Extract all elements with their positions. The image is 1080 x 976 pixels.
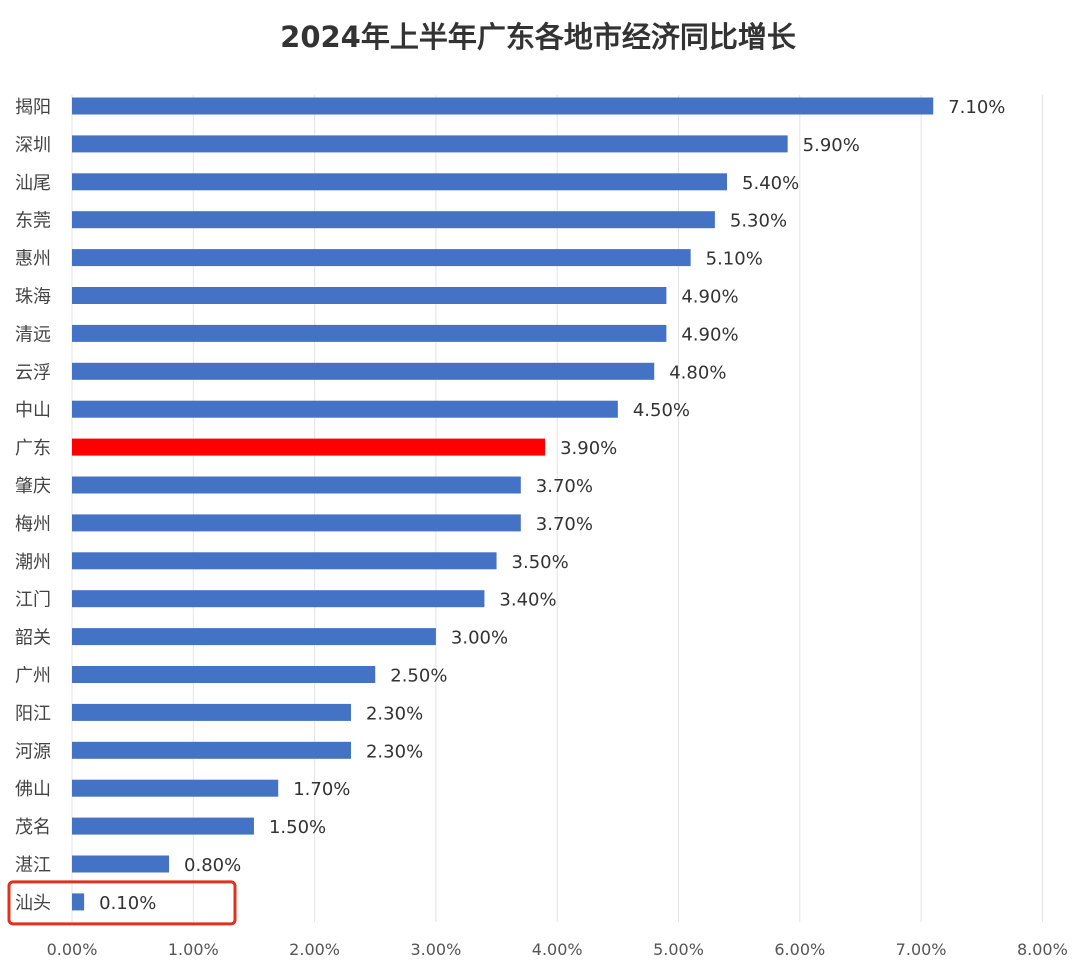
category-label: 云浮 bbox=[15, 362, 51, 383]
bars bbox=[72, 97, 934, 911]
category-label: 阳江 bbox=[15, 703, 51, 724]
data-label: 7.10% bbox=[948, 97, 1005, 118]
data-label: 1.50% bbox=[269, 817, 326, 838]
bar bbox=[72, 249, 691, 267]
data-label: 5.30% bbox=[730, 211, 787, 232]
category-label: 中山 bbox=[15, 400, 51, 421]
bar bbox=[72, 97, 934, 115]
data-label: 2.30% bbox=[366, 703, 423, 724]
category-label: 汕头 bbox=[15, 893, 51, 914]
category-label: 珠海 bbox=[15, 287, 51, 308]
x-tick-label: 1.00% bbox=[168, 940, 219, 959]
category-label: 惠州 bbox=[15, 249, 51, 270]
category-label: 潮州 bbox=[15, 552, 51, 573]
x-tick-label: 2.00% bbox=[289, 940, 340, 959]
category-label: 佛山 bbox=[15, 779, 51, 800]
data-labels: 7.10% 5.90%5.40% 5.30% 5.10% 4.90% 4.90% 4.80%… bbox=[99, 97, 1005, 914]
data-label: 3.00% bbox=[451, 628, 508, 649]
category-label: 汕尾 bbox=[15, 173, 51, 194]
x-tick-label: 4.00% bbox=[532, 940, 583, 959]
category-label: 湛江 bbox=[15, 855, 51, 876]
x-tick-label: 7.00% bbox=[896, 940, 947, 959]
bar bbox=[72, 855, 170, 873]
bar bbox=[72, 173, 728, 191]
data-label: 3.40% bbox=[499, 590, 556, 611]
bar bbox=[72, 893, 85, 911]
data-label: 1.70% bbox=[293, 779, 350, 800]
bar bbox=[72, 628, 436, 646]
category-label: 江门 bbox=[15, 590, 51, 611]
data-label: 5.10% bbox=[706, 249, 763, 270]
category-label: 河源 bbox=[15, 741, 51, 762]
chart-title: 2024年上半年广东各地市经济同比增长 bbox=[280, 20, 797, 54]
data-label: 4.80% bbox=[669, 362, 726, 383]
bar bbox=[72, 703, 351, 721]
bar bbox=[72, 552, 497, 570]
bar bbox=[72, 362, 655, 380]
category-label: 广东 bbox=[15, 438, 51, 459]
bar bbox=[72, 211, 715, 229]
bar bbox=[72, 666, 376, 683]
category-label: 深圳 bbox=[15, 135, 51, 156]
bar bbox=[72, 135, 788, 153]
data-label: 4.50% bbox=[633, 400, 690, 421]
category-label: 韶关 bbox=[15, 628, 51, 649]
data-label: 0.80% bbox=[184, 855, 241, 876]
x-tick-label: 3.00% bbox=[410, 940, 461, 959]
bar bbox=[72, 324, 667, 342]
bar bbox=[72, 779, 279, 797]
bar bbox=[72, 400, 618, 418]
data-label: 0.10% bbox=[99, 893, 156, 914]
category-label: 茂名 bbox=[15, 817, 51, 838]
bar bbox=[72, 817, 254, 835]
x-axis-ticks: 0.00% 1.00% 2.00% 3.00% 4.00% 5.00% 6.00% 7.00%… bbox=[47, 940, 1068, 959]
category-label: 梅州 bbox=[15, 514, 51, 535]
bar bbox=[72, 741, 351, 759]
data-label: 4.90% bbox=[681, 287, 738, 308]
category-label: 肇庆 bbox=[15, 476, 51, 497]
bar-highlight bbox=[72, 438, 546, 456]
data-label: 5.40% bbox=[742, 173, 799, 194]
highlight-box bbox=[7, 880, 237, 926]
data-label: 3.70% bbox=[536, 514, 593, 535]
data-label: 4.90% bbox=[681, 324, 738, 345]
annotation-box bbox=[7, 880, 237, 926]
bar bbox=[72, 590, 485, 608]
category-label: 东莞 bbox=[15, 211, 51, 232]
data-label: 5.90% bbox=[803, 135, 860, 156]
data-label: 2.50% bbox=[390, 666, 447, 687]
x-tick-label: 5.00% bbox=[653, 940, 704, 959]
bar bbox=[72, 476, 521, 494]
x-tick-label: 6.00% bbox=[774, 940, 825, 959]
category-label: 清远 bbox=[15, 324, 51, 345]
data-label: 3.90% bbox=[560, 438, 617, 459]
category-labels: 揭阳深圳汕尾东莞惠州珠海清远云浮中山广东肇庆梅州潮州江门韶关广州阳江河源佛山茂名… bbox=[15, 97, 51, 914]
category-label: 广州 bbox=[15, 666, 51, 687]
x-tick-label: 0.00% bbox=[47, 940, 98, 959]
category-label: 揭阳 bbox=[15, 97, 51, 118]
bar bbox=[72, 287, 667, 304]
data-label: 3.70% bbox=[536, 476, 593, 497]
data-label: 2.30% bbox=[366, 741, 423, 762]
grid-lines bbox=[71, 95, 1043, 922]
bar bbox=[72, 514, 521, 532]
x-tick-label: 8.00% bbox=[1017, 940, 1068, 959]
data-label: 3.50% bbox=[512, 552, 569, 573]
